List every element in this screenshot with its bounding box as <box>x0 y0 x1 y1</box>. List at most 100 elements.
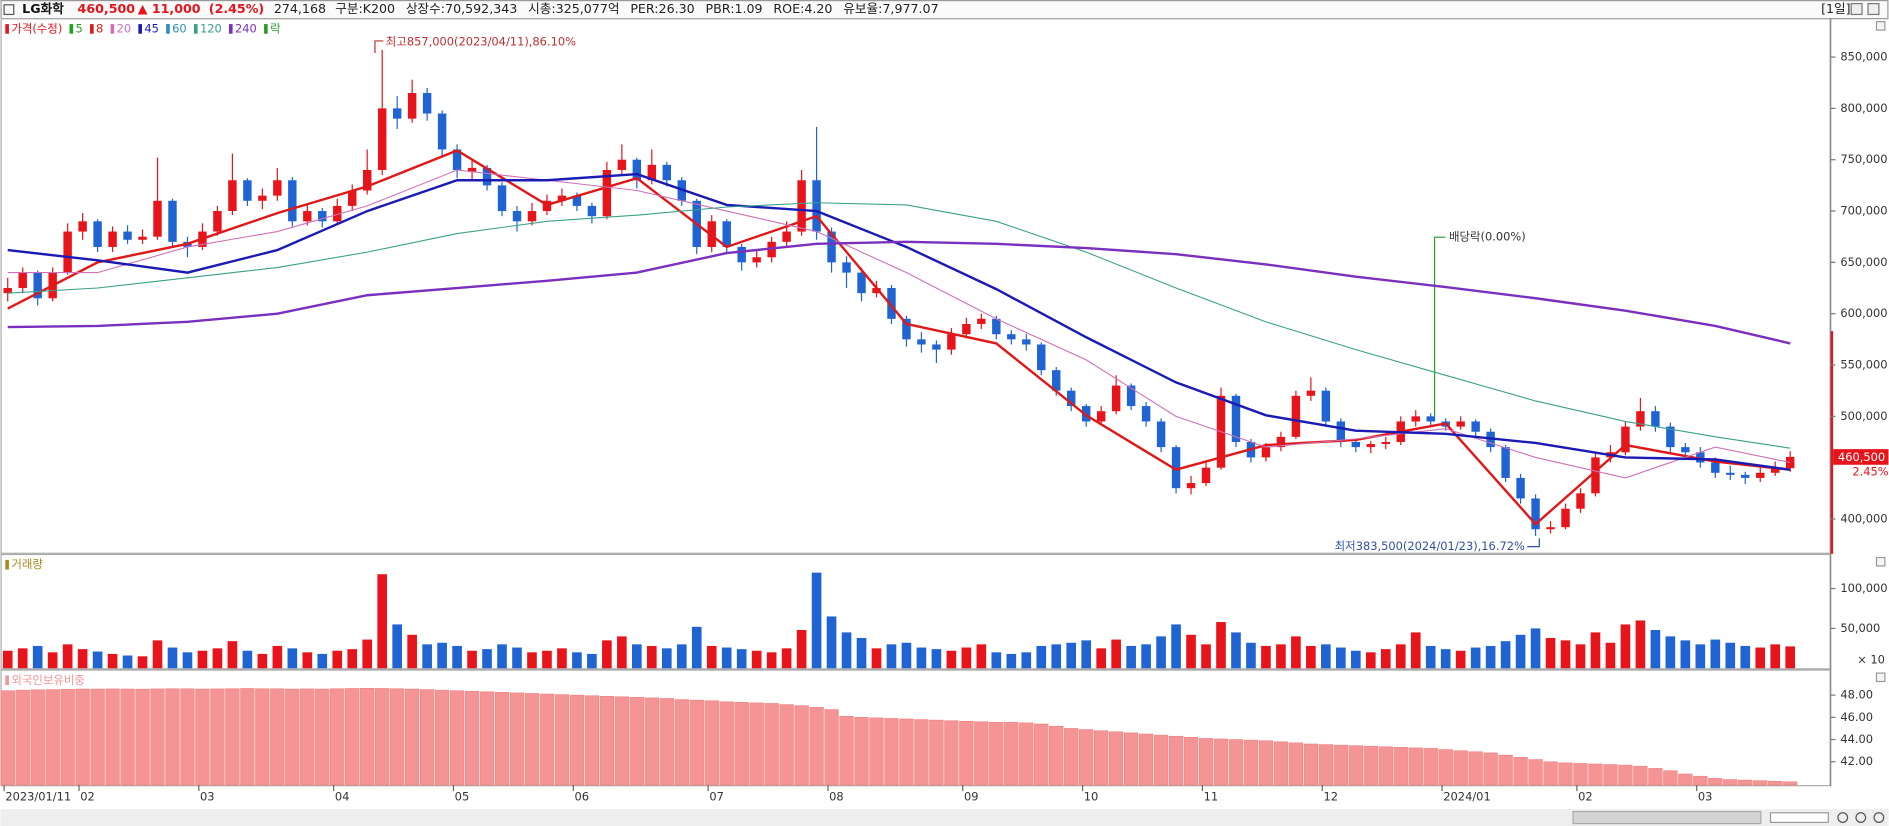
legend-label: 60 <box>172 21 187 35</box>
bar <box>1410 632 1421 669</box>
candle-body <box>1516 477 1525 499</box>
bar <box>1124 732 1139 786</box>
bar <box>75 688 90 786</box>
bar <box>764 703 779 786</box>
legend-swatch <box>138 24 142 34</box>
bar <box>407 634 417 669</box>
bar <box>944 720 959 786</box>
candle-body <box>243 180 252 201</box>
bar <box>287 648 298 669</box>
bar <box>886 644 897 669</box>
bar <box>674 699 689 786</box>
x-tick-label: 2023/01/11 <box>5 790 71 804</box>
bar <box>1453 750 1468 786</box>
candle-body <box>782 231 791 242</box>
bar <box>569 694 585 786</box>
bar <box>270 688 285 786</box>
bar <box>1738 779 1753 786</box>
bar <box>1425 645 1436 669</box>
bar <box>150 688 165 786</box>
bar <box>479 691 495 786</box>
header-item: PBR:1.09 <box>706 1 763 16</box>
y-tick-label: 100,000 <box>1840 581 1887 595</box>
header-item: 시총:325,077억 <box>528 1 619 16</box>
y-tick-label: 44.00 <box>1840 732 1873 746</box>
bar <box>989 722 1004 786</box>
x-tick-label: 08 <box>829 790 844 804</box>
zoom-reset-button[interactable] <box>1855 812 1867 823</box>
candle-body <box>1531 498 1540 530</box>
bar <box>1198 738 1214 786</box>
window-button[interactable] <box>1850 3 1863 16</box>
legend-swatch <box>228 24 233 34</box>
bar <box>599 695 615 786</box>
candle-body <box>1022 339 1031 345</box>
bar <box>721 647 732 669</box>
bar <box>1321 644 1331 669</box>
candle-body <box>887 288 896 319</box>
bar <box>420 689 435 786</box>
bar <box>749 702 764 786</box>
bar <box>377 574 388 669</box>
bar <box>1635 620 1646 669</box>
panel-label: 거래량 <box>11 557 43 571</box>
bar <box>1051 644 1062 669</box>
bar <box>1004 722 1019 786</box>
zoom-slider[interactable] <box>1769 812 1829 823</box>
panel-button[interactable] <box>1875 556 1886 567</box>
zoom-in-button[interactable] <box>1873 812 1885 823</box>
candle-body <box>1651 411 1660 427</box>
legend-swatch <box>110 24 115 34</box>
bar <box>527 652 537 669</box>
y-tick-label: 550,000 <box>1840 358 1887 372</box>
legend-label: 8 <box>96 21 103 35</box>
bar <box>1019 722 1034 786</box>
period-button[interactable]: [1일] <box>1821 1 1851 16</box>
candle-body <box>1546 527 1555 530</box>
candle-body <box>1231 395 1241 442</box>
bar <box>332 650 343 669</box>
candle-body <box>1711 462 1720 473</box>
candle-body <box>1741 474 1750 478</box>
bar <box>796 630 807 669</box>
candle-body <box>557 195 567 201</box>
candle-body <box>647 164 657 181</box>
candle-body <box>722 221 731 247</box>
scroll-bar[interactable] <box>0 809 1889 826</box>
panel-button[interactable] <box>1875 21 1886 31</box>
bar <box>464 690 480 786</box>
candle-body <box>273 180 282 196</box>
bar <box>1395 644 1406 669</box>
close-button[interactable] <box>1867 3 1880 16</box>
bar <box>90 688 105 786</box>
candle-body <box>258 195 267 201</box>
bar <box>1306 645 1316 669</box>
legend-label: 가격(수정) <box>11 21 62 35</box>
bar <box>1708 778 1723 786</box>
scroll-thumb[interactable] <box>1572 810 1762 825</box>
zoom-out-button[interactable] <box>1837 812 1849 823</box>
panel-button[interactable] <box>1875 672 1886 683</box>
candle-body <box>1156 421 1166 448</box>
bar <box>899 718 914 786</box>
bar <box>1126 645 1136 669</box>
bar <box>719 701 734 786</box>
bar <box>1168 735 1184 786</box>
bar <box>1318 744 1333 786</box>
high-annotation: 최고857,000(2023/04/11),86.10% <box>386 35 576 49</box>
price-change-pct: (2.45%) <box>209 1 264 16</box>
bar <box>689 699 704 786</box>
header-icon[interactable] <box>3 4 15 16</box>
bar <box>452 645 462 669</box>
bar <box>60 689 75 786</box>
candle-body <box>392 108 402 119</box>
bar <box>884 718 899 786</box>
candle-body <box>1291 395 1301 437</box>
candle-body <box>168 200 177 242</box>
bar <box>1710 639 1721 669</box>
bar <box>1440 649 1451 669</box>
bar <box>1141 644 1151 669</box>
legend-swatch <box>264 24 268 34</box>
bar <box>1021 652 1032 669</box>
bar <box>390 688 405 786</box>
